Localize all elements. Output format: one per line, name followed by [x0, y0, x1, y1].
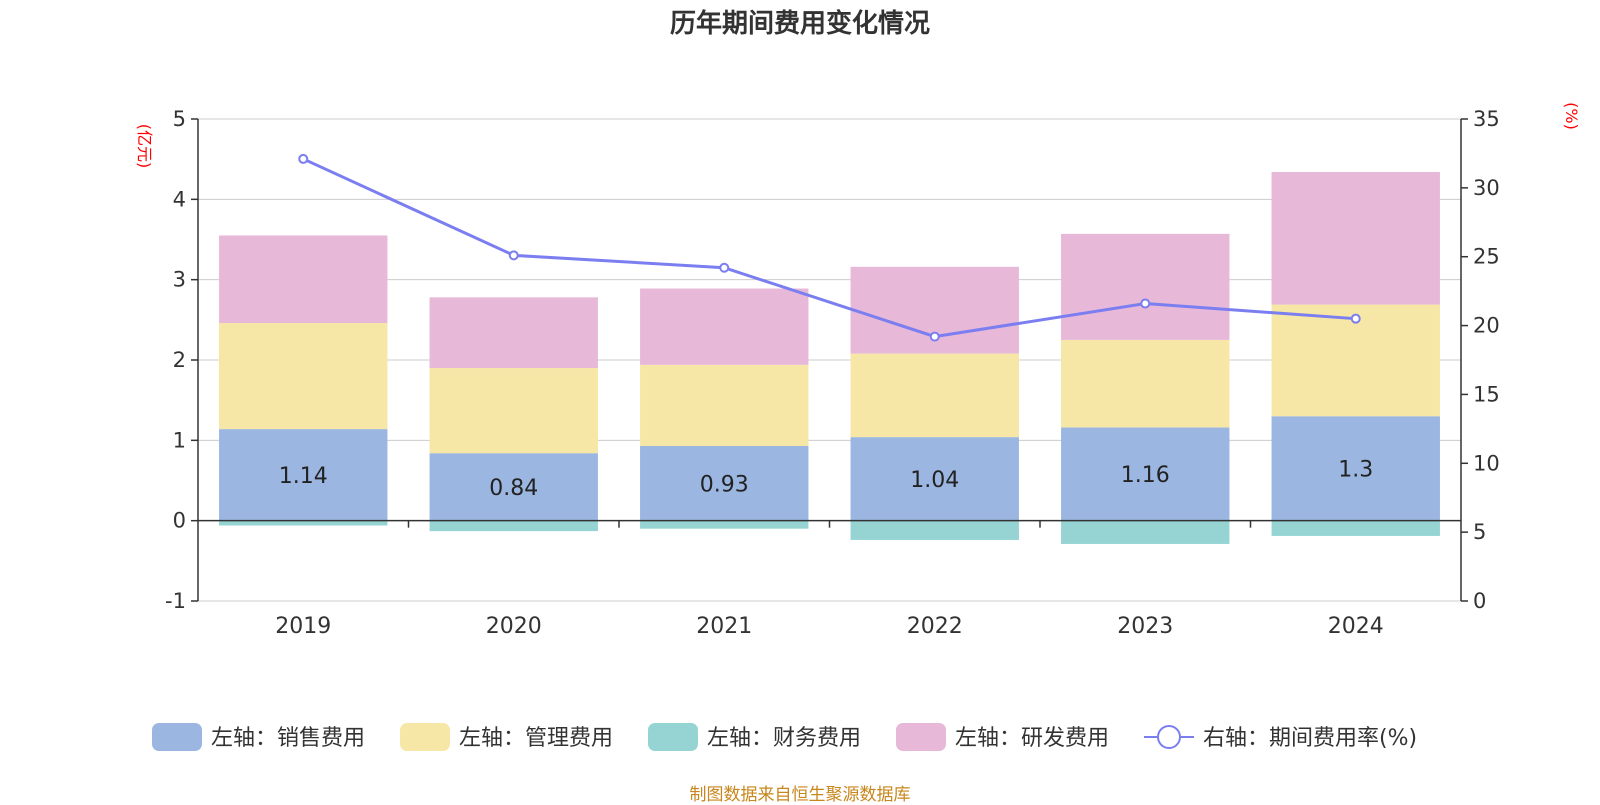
legend-marker-rate: [1157, 725, 1181, 749]
bar-finance-2020: [429, 520, 598, 532]
bar-rd-2024: [1271, 172, 1440, 305]
rate-series-line: [302, 157, 1356, 339]
left-axis-unit: (亿元): [135, 124, 154, 169]
x-tick-label: 2022: [907, 614, 963, 639]
legend-label-sales: 左轴：销售费用: [211, 726, 365, 751]
legend-swatch-finance: [648, 723, 698, 751]
bar-finance-2019: [219, 520, 388, 526]
bar-sales-2020: [429, 453, 598, 521]
rate-point-2021: [719, 262, 730, 273]
legend-swatch-sales: [152, 723, 202, 751]
chart-title: 历年期间费用变化情况: [670, 8, 930, 39]
data-label-sales: 1.04: [910, 468, 959, 493]
right-tick-label: 25: [1473, 245, 1500, 269]
bar-rd-2020: [429, 297, 598, 369]
legend-swatch-rd: [896, 723, 946, 751]
bar-admin-2022: [850, 353, 1019, 438]
right-tick-label: 35: [1473, 107, 1500, 131]
legend-label-finance: 左轴：财务费用: [707, 726, 861, 751]
bar-rd-2021: [640, 288, 809, 365]
rate-point-2024: [1350, 313, 1361, 324]
bar-admin-2021: [640, 364, 809, 446]
right-tick-label: 30: [1473, 176, 1500, 200]
bar-finance-2022: [850, 520, 1019, 540]
right-axis-unit: (%): [1562, 102, 1581, 130]
data-label-sales: 1.14: [279, 464, 328, 489]
bar-sales-2024: [1271, 416, 1440, 521]
x-tick-label: 2020: [486, 614, 542, 639]
left-tick-label: 3: [173, 268, 186, 292]
bar-sales-2022: [850, 437, 1019, 521]
data-label-sales: 1.16: [1121, 463, 1170, 488]
source-note: 制图数据来自恒生聚源数据库: [689, 785, 911, 805]
bars: [219, 172, 1440, 544]
legend-label-admin: 左轴：管理费用: [459, 726, 613, 751]
data-label-sales: 1.3: [1338, 457, 1373, 482]
rate-point-2020: [508, 250, 519, 261]
data-labels: 1.14 0.84 0.93 1.04 1.16 1.3: [279, 457, 1373, 500]
bar-finance-2024: [1271, 520, 1440, 536]
bar-admin-2020: [429, 368, 598, 454]
bar-sales-2019: [219, 429, 388, 521]
left-tick-label: 1: [173, 428, 186, 452]
right-tick-label: 20: [1473, 314, 1500, 338]
right-tick-label: 5: [1473, 520, 1486, 544]
x-tick-label: 2024: [1328, 614, 1384, 639]
left-tick-label: -1: [165, 589, 186, 613]
bar-sales-2023: [1061, 427, 1230, 521]
data-label-sales: 0.93: [700, 472, 749, 497]
bar-sales-2021: [640, 445, 809, 521]
rate-point-2022: [929, 331, 940, 342]
rate-line: [298, 153, 1361, 342]
bar-rd-2019: [219, 235, 388, 324]
right-tick-label: 0: [1473, 589, 1486, 613]
bar-admin-2019: [219, 323, 388, 430]
rate-point-2023: [1140, 298, 1151, 309]
left-tick-label: 4: [173, 187, 186, 211]
x-tick-label: 2019: [275, 614, 331, 639]
bar-finance-2021: [640, 520, 809, 529]
legend-label-rate: 右轴：期间费用率(%): [1203, 726, 1417, 751]
legend: 左轴：销售费用 左轴：管理费用 左轴：财务费用 左轴：研发费用 右轴：期间费用率(%): [152, 723, 1417, 751]
bar-rd-2023: [1061, 233, 1230, 340]
right-tick-label: 15: [1473, 382, 1500, 406]
bar-finance-2023: [1061, 520, 1230, 544]
right-tick-label: 10: [1473, 451, 1500, 475]
left-tick-label: 0: [173, 509, 186, 533]
x-tick-label: 2023: [1117, 614, 1173, 639]
legend-swatch-admin: [400, 723, 450, 751]
data-label-sales: 0.84: [489, 476, 538, 501]
axes: -1 0 1 2 3 4 5 0 5 10 15 20 25 30 35 2019 2020 2021 2022 20…: [165, 107, 1500, 639]
legend-label-rd: 左轴：研发费用: [955, 726, 1109, 751]
x-tick-label: 2021: [696, 614, 752, 639]
left-tick-label: 5: [173, 107, 186, 131]
bar-admin-2023: [1061, 339, 1230, 428]
rate-point-2019: [298, 153, 309, 164]
left-tick-label: 2: [173, 348, 186, 372]
